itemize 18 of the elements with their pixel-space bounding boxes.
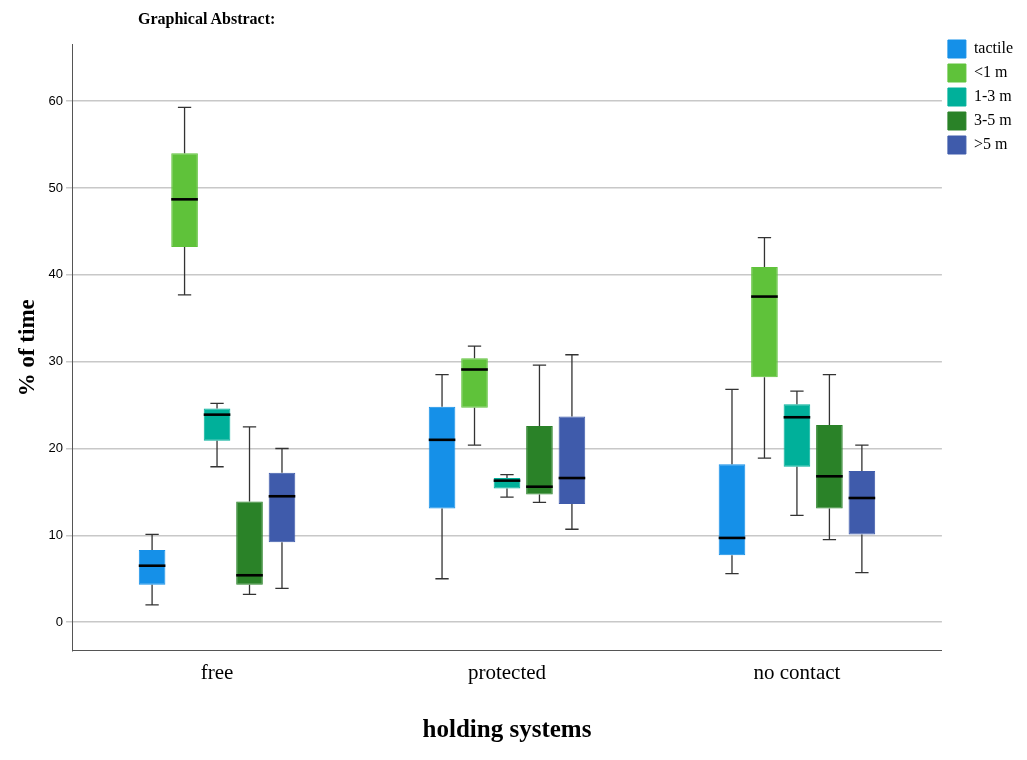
y-tick-label: 40 xyxy=(48,266,64,282)
y-tick-label: 20 xyxy=(48,440,64,456)
legend-label: <1 m xyxy=(973,63,1008,81)
y-tick-label: 30 xyxy=(48,353,64,369)
y-tick-label: 10 xyxy=(48,526,64,542)
legend-label: 1-3 m xyxy=(973,87,1013,105)
legend-label: tactile xyxy=(973,39,1014,57)
y-tick-label: 60 xyxy=(48,92,64,108)
chart-title: Graphical Abstract: xyxy=(138,10,276,28)
x-tick-label: protected xyxy=(467,659,547,684)
legend-label: >5 m xyxy=(973,135,1008,153)
y-tick-label: 50 xyxy=(48,179,64,195)
x-axis-title: holding systems xyxy=(422,715,592,743)
legend-label: 3-5 m xyxy=(973,111,1013,129)
y-tick-label: 0 xyxy=(55,613,64,629)
y-axis-title: % of time xyxy=(13,299,39,397)
x-tick-label: no contact xyxy=(753,659,841,684)
x-tick-label: free xyxy=(200,659,234,684)
